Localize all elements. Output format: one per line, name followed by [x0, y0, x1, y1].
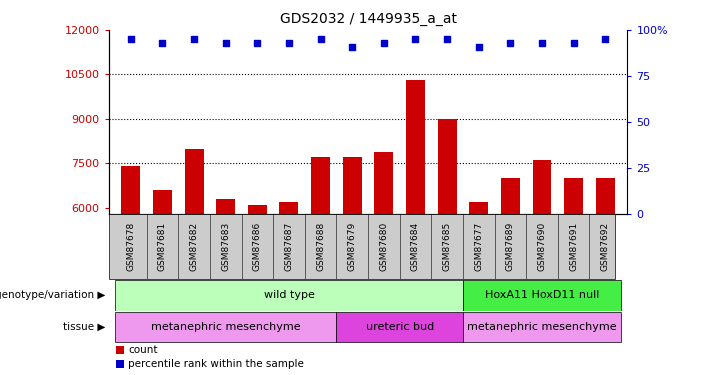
Point [473, 44, 484, 50]
Point [220, 40, 231, 46]
Bar [501, 178, 520, 375]
Point [346, 44, 358, 50]
Bar [116, 346, 124, 354]
Bar [437, 119, 456, 375]
Text: GSM87691: GSM87691 [569, 222, 578, 271]
Text: GSM87686: GSM87686 [253, 222, 261, 271]
Bar [463, 312, 621, 342]
Bar [153, 190, 172, 375]
Point [505, 40, 516, 46]
Point [379, 40, 390, 46]
Bar [216, 199, 235, 375]
Bar [374, 152, 393, 375]
Text: GSM87680: GSM87680 [379, 222, 388, 271]
Point [410, 36, 421, 42]
Bar [115, 312, 336, 342]
Point [157, 40, 168, 46]
Bar [280, 202, 299, 375]
Bar [116, 360, 124, 368]
Bar [463, 280, 621, 310]
Point [568, 40, 579, 46]
Bar [115, 280, 463, 310]
Text: ureteric bud: ureteric bud [365, 322, 434, 332]
Text: GSM87678: GSM87678 [126, 222, 135, 271]
Text: GSM87684: GSM87684 [411, 222, 420, 271]
Title: GDS2032 / 1449935_a_at: GDS2032 / 1449935_a_at [280, 12, 456, 26]
Text: GSM87683: GSM87683 [222, 222, 230, 271]
Point [315, 36, 326, 42]
Point [599, 36, 611, 42]
Text: GSM87688: GSM87688 [316, 222, 325, 271]
Bar [343, 158, 362, 375]
Bar [311, 158, 330, 375]
Text: wild type: wild type [264, 290, 314, 300]
Point [125, 36, 137, 42]
Text: GSM87689: GSM87689 [506, 222, 515, 271]
Text: metanephric mesenchyme: metanephric mesenchyme [151, 322, 301, 332]
Bar [469, 202, 488, 375]
Text: GSM87687: GSM87687 [285, 222, 294, 271]
Text: GSM87679: GSM87679 [348, 222, 357, 271]
Point [252, 40, 263, 46]
Point [189, 36, 200, 42]
Text: genotype/variation ▶: genotype/variation ▶ [0, 290, 105, 300]
Text: GSM87681: GSM87681 [158, 222, 167, 271]
Bar [564, 178, 583, 375]
Bar [596, 178, 615, 375]
Text: tissue ▶: tissue ▶ [63, 322, 105, 332]
Bar [184, 148, 203, 375]
Bar [336, 312, 463, 342]
Text: GSM87690: GSM87690 [538, 222, 547, 271]
Text: GSM87692: GSM87692 [601, 222, 610, 271]
Bar [406, 80, 425, 375]
Text: percentile rank within the sample: percentile rank within the sample [128, 359, 304, 369]
Text: HoxA11 HoxD11 null: HoxA11 HoxD11 null [485, 290, 599, 300]
Text: metanephric mesenchyme: metanephric mesenchyme [467, 322, 617, 332]
Bar [248, 205, 267, 375]
Bar [533, 160, 552, 375]
Point [536, 40, 547, 46]
Point [283, 40, 294, 46]
Text: GSM87682: GSM87682 [189, 222, 198, 271]
Bar [121, 166, 140, 375]
Text: GSM87685: GSM87685 [442, 222, 451, 271]
Text: count: count [128, 345, 158, 355]
Point [442, 36, 453, 42]
Text: GSM87677: GSM87677 [475, 222, 483, 271]
